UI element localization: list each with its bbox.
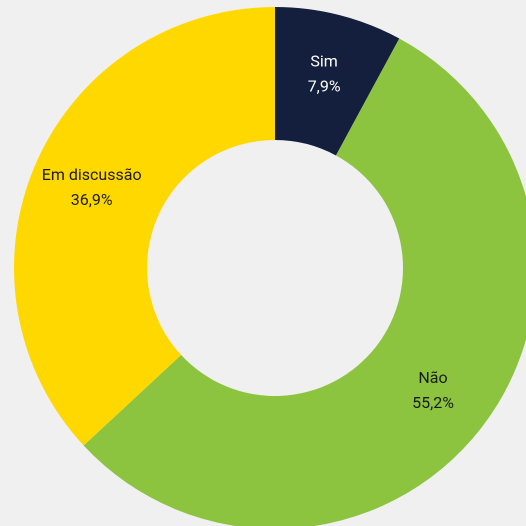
slice-value-label: 55,2% xyxy=(412,393,454,412)
slice-label: Sim xyxy=(310,51,337,70)
donut-slice xyxy=(275,7,400,156)
slice-value-label: 7,9% xyxy=(308,76,341,95)
donut-slice xyxy=(83,38,526,526)
slice-value-label: 36,9% xyxy=(71,190,113,209)
slice-label: Não xyxy=(418,368,447,387)
slice-label: Em discussão xyxy=(42,165,142,184)
donut-slice xyxy=(14,7,276,446)
